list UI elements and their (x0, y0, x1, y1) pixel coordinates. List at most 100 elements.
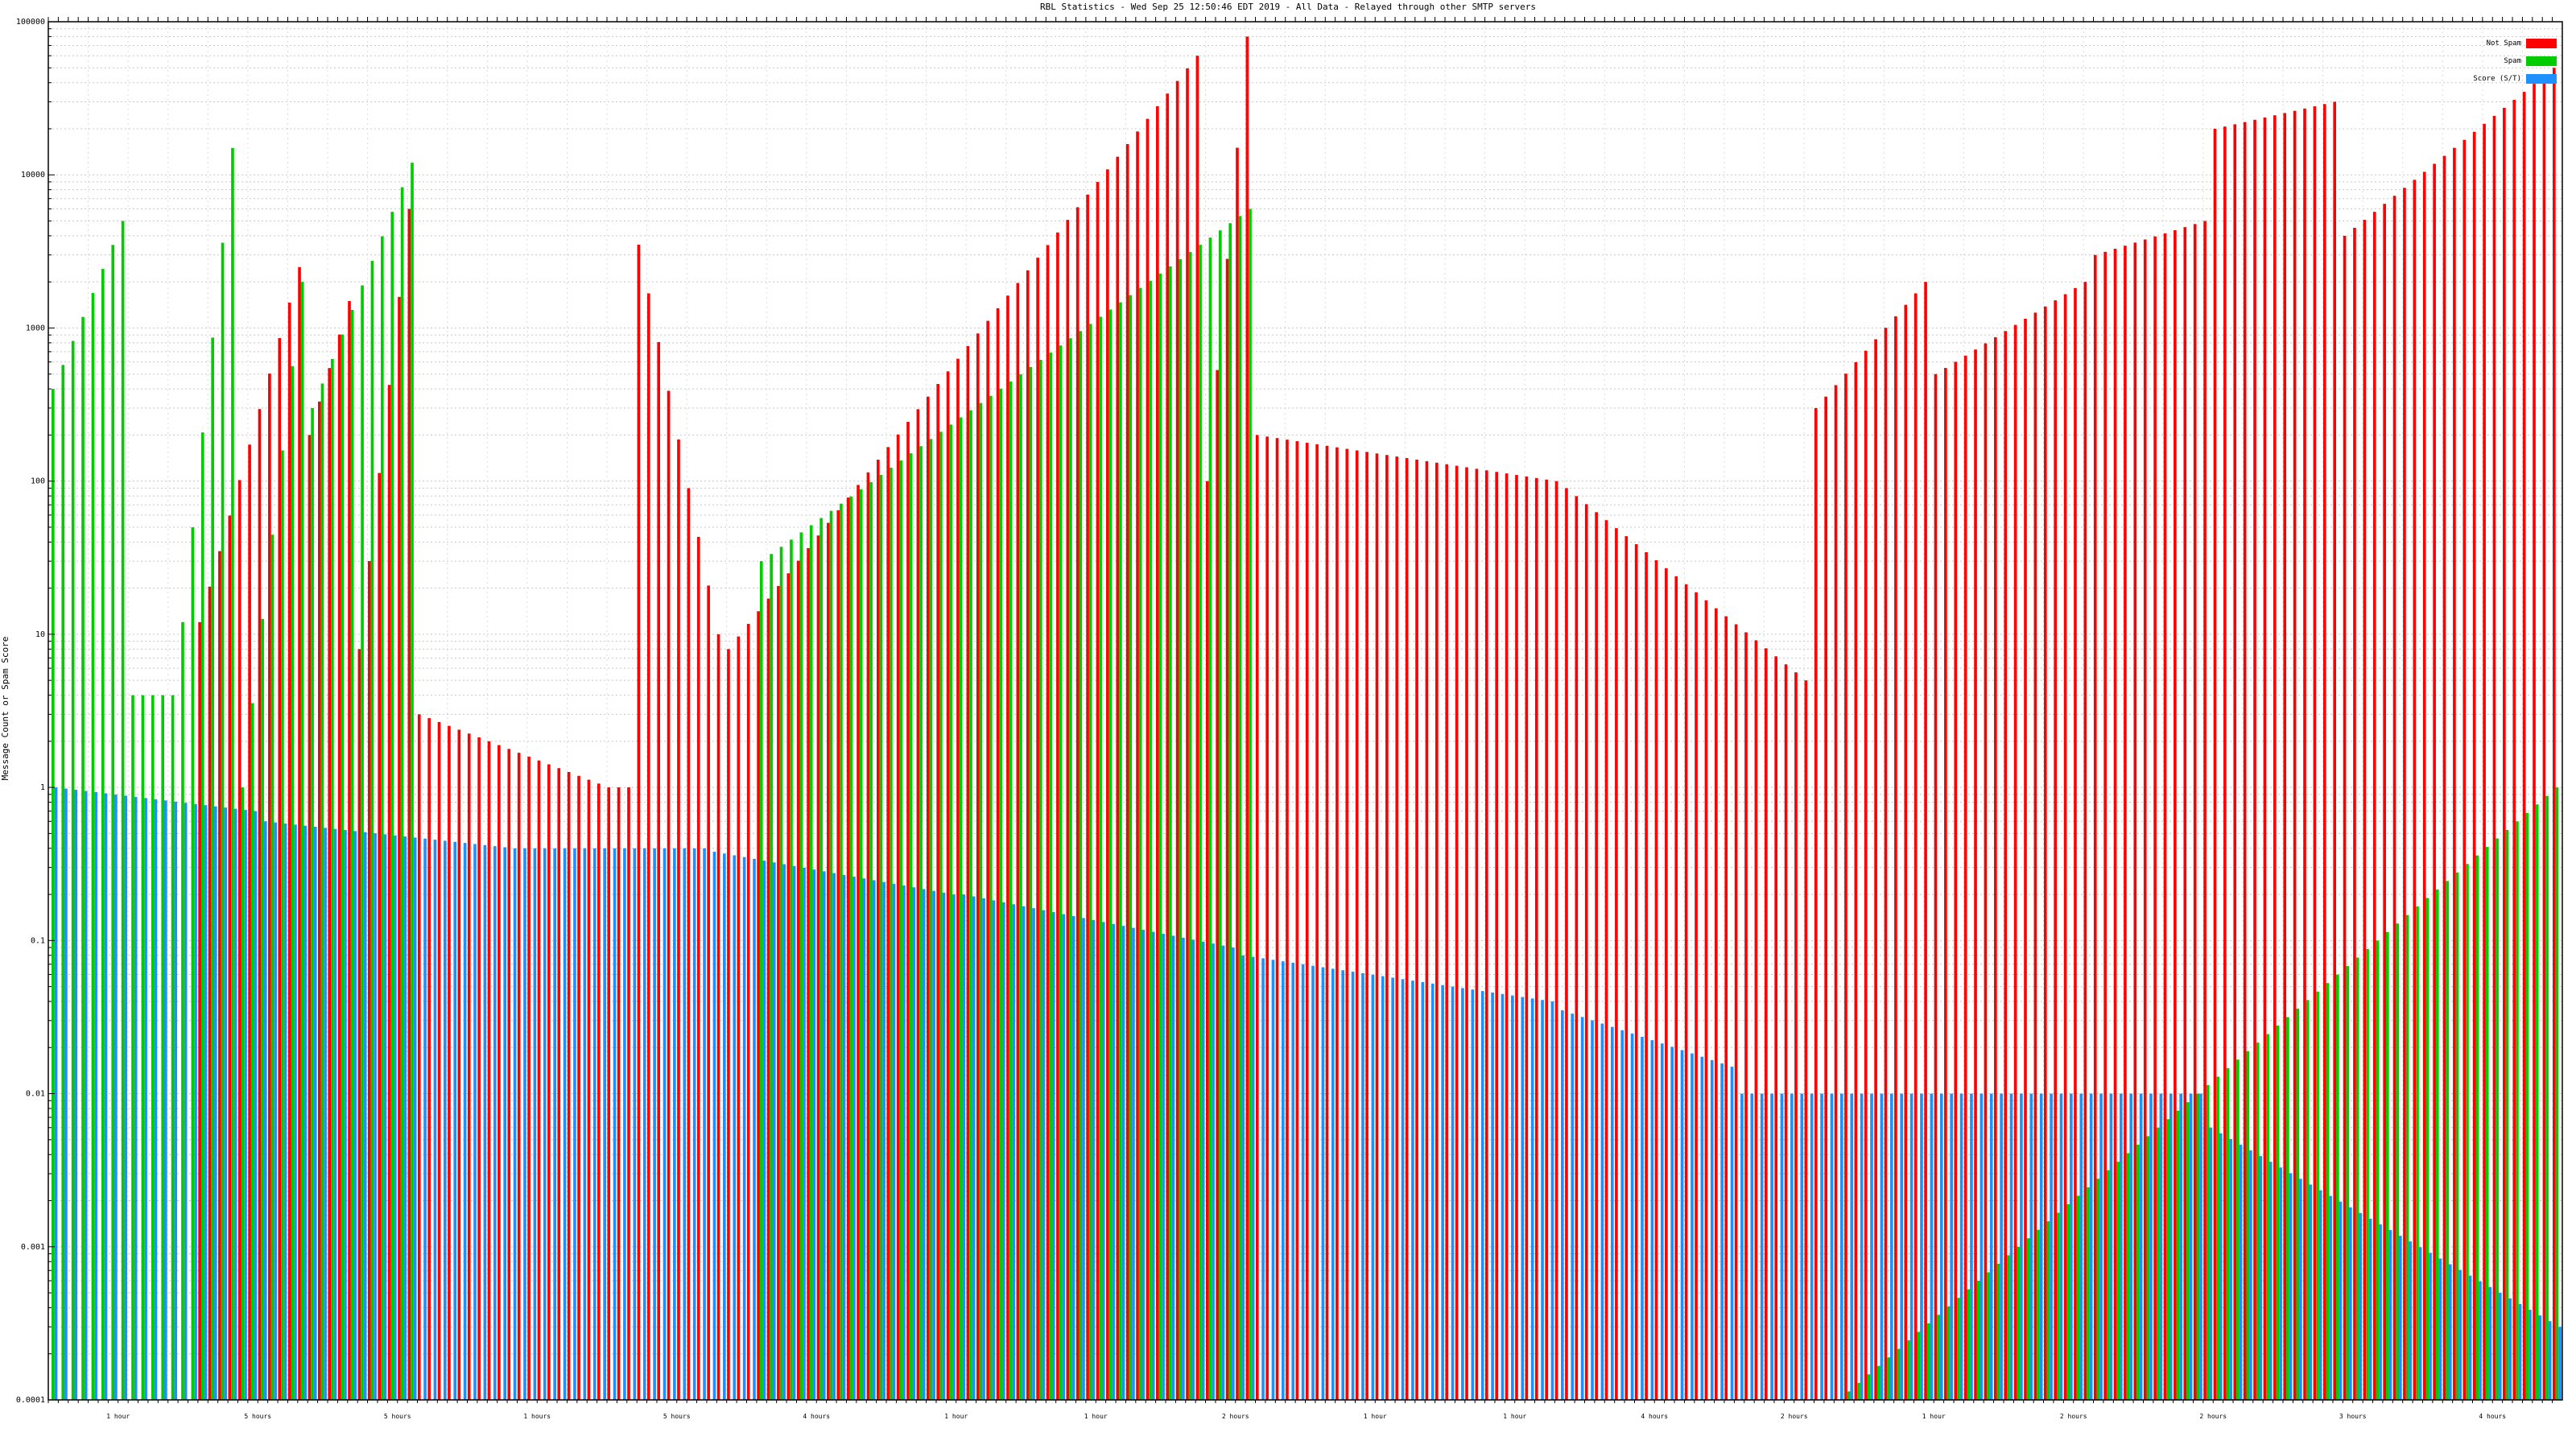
spam-bar (2505, 829, 2509, 1400)
score-bar (692, 848, 696, 1400)
score-bar (174, 801, 178, 1400)
not-spam-bar (1375, 453, 1379, 1400)
score-bar (1032, 908, 1035, 1400)
spam-bar (1987, 1272, 1990, 1400)
score-bar (1261, 958, 1265, 1400)
y-ticks: 0.0001 0.001 0.01 0.1 1 10 100 1000 10000 100000 (16, 18, 55, 1405)
score-bar (1371, 974, 1375, 1400)
score-bar (603, 848, 606, 1400)
not-spam-bar (646, 293, 650, 1401)
not-spam-bar (1435, 462, 1439, 1400)
score-bar (1880, 1093, 1884, 1400)
score-bar (244, 810, 247, 1400)
score-bar (952, 894, 956, 1400)
score-bar (1012, 904, 1016, 1400)
not-spam-bar (457, 729, 461, 1400)
not-spam-bar (1355, 450, 1359, 1400)
not-spam-bar (1554, 481, 1558, 1400)
not-spam-bar (398, 296, 401, 1401)
spam-bar (2216, 1076, 2219, 1400)
spam-bar (2346, 966, 2350, 1400)
not-spam-bar (2472, 131, 2476, 1400)
score-bar (1700, 1056, 1704, 1400)
spam-bar (1917, 1331, 1921, 1400)
spam-bar (1946, 1306, 1951, 1400)
not-spam-bar (757, 611, 760, 1400)
not-spam-bar (2453, 147, 2456, 1400)
score-bar (2159, 1093, 2163, 1400)
not-spam-bar (1654, 559, 1658, 1400)
not-spam-bar (597, 783, 601, 1400)
not-spam-bar (846, 497, 850, 1400)
spam-bar (81, 316, 85, 1401)
not-spam-bar (2433, 163, 2436, 1400)
not-spam-bar (1036, 258, 1039, 1400)
spam-bar (320, 383, 324, 1400)
spam-bar (770, 554, 773, 1400)
score-bar (1870, 1093, 1873, 1400)
not-spam-bar (1225, 258, 1229, 1400)
score-bar (503, 847, 507, 1400)
not-spam-bar (1046, 245, 1050, 1400)
score-bar (962, 894, 966, 1400)
not-spam-bar (2442, 155, 2446, 1400)
score-bar (1641, 1037, 1644, 1400)
not-spam-bar (208, 586, 212, 1400)
score-bar (403, 836, 407, 1400)
score-bar (1311, 965, 1315, 1400)
score-bar (592, 848, 597, 1400)
score-bar (1171, 935, 1175, 1400)
not-spam-bar (2343, 235, 2347, 1401)
not-spam-bar (477, 737, 481, 1400)
spam-bar (2545, 795, 2549, 1400)
spam-bar (1976, 1281, 1980, 1400)
not-spam-bar (1275, 438, 1279, 1400)
not-spam-bar (1066, 220, 1070, 1400)
legend-label: Score (S/T) (2473, 75, 2521, 83)
not-spam-bar (1624, 536, 1629, 1400)
score-bar (2538, 1315, 2542, 1400)
score-bar (1810, 1093, 1814, 1400)
score-bar (1780, 1093, 1784, 1400)
spam-bar (1967, 1289, 1971, 1400)
not-spam-bar (1245, 36, 1249, 1400)
not-spam-bar (1325, 445, 1329, 1400)
spam-bar (211, 337, 214, 1400)
not-spam-bar (1006, 295, 1009, 1400)
x-group-label: 2 hours (2060, 1413, 2087, 1420)
not-spam-bar (2372, 212, 2376, 1400)
score-bar (1201, 941, 1205, 1400)
spam-bar (141, 695, 145, 1400)
score-bar (932, 890, 935, 1400)
spam-bar (1887, 1357, 1890, 1400)
score-bar (1820, 1093, 1823, 1400)
x-group-label: 1 hour (1922, 1413, 1946, 1420)
spam-bar (311, 407, 314, 1400)
not-spam-bar (1125, 143, 1129, 1400)
not-spam-bar (577, 775, 580, 1400)
score-bar (2169, 1093, 2173, 1400)
spam-bar (1897, 1348, 1901, 1400)
spam-bar (2516, 821, 2519, 1400)
spam-bar (2475, 855, 2479, 1400)
not-spam-bar (2253, 119, 2256, 1400)
score-bar (2209, 1127, 2213, 1400)
score-bar (533, 848, 537, 1400)
not-spam-bar (746, 623, 750, 1400)
spam-bar (2535, 804, 2539, 1400)
score-bar (204, 805, 208, 1400)
not-spam-bar (637, 244, 641, 1400)
score-bar (2289, 1173, 2293, 1400)
score-bar (832, 873, 836, 1400)
spam-bar (350, 310, 354, 1400)
score-bar (1521, 997, 1525, 1400)
not-spam-bar (1455, 465, 1459, 1401)
score-bar (1381, 976, 1385, 1400)
spam-bar (151, 695, 155, 1400)
not-spam-bar (2542, 76, 2546, 1401)
not-spam-bar (2533, 84, 2536, 1401)
score-bar (2129, 1093, 2133, 1400)
score-bar (1471, 989, 1475, 1400)
score-bar (2149, 1093, 2153, 1400)
not-spam-bar (507, 749, 511, 1400)
